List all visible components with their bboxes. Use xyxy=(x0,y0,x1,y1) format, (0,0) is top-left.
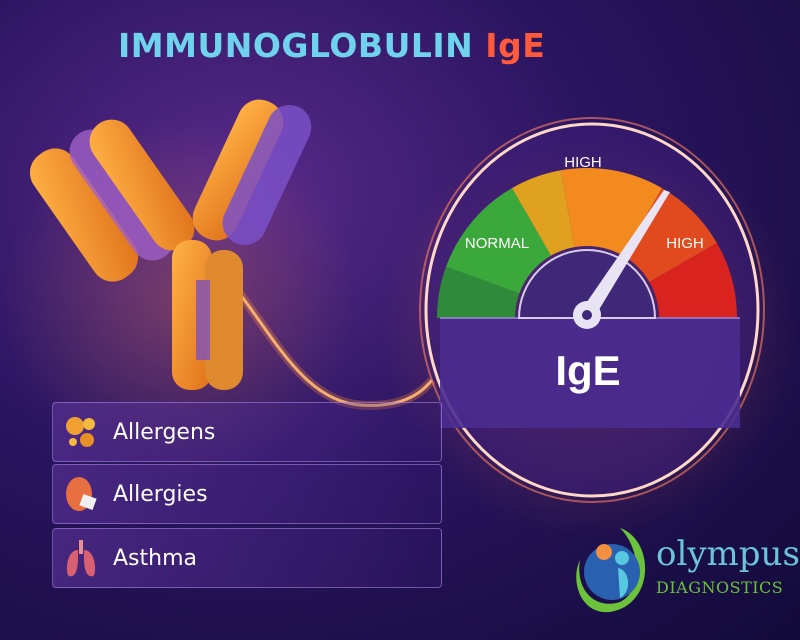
logo-name: olympus xyxy=(656,534,800,574)
gauge-lower-panel xyxy=(440,318,740,428)
gauge-segment xyxy=(649,243,737,318)
gauge-center-label: IgE xyxy=(555,347,620,394)
panel-asthma: Asthma xyxy=(52,528,442,588)
olympus-diagnostics-logo: olympus DIAGNOSTICS xyxy=(570,520,800,620)
sneezing-face-icon xyxy=(53,466,109,522)
gauge-label-normal: NORMAL xyxy=(465,235,529,252)
panel-label: Allergens xyxy=(113,419,216,445)
logo-tagline: DIAGNOSTICS xyxy=(656,578,784,597)
lungs-icon xyxy=(53,530,109,586)
antibody-right-arm xyxy=(192,99,312,246)
panel-label: Allergies xyxy=(113,481,208,507)
gauge-needle xyxy=(573,190,670,329)
panel-allergies: Allergies xyxy=(52,464,442,524)
gauge-label-high-right: HIGH xyxy=(666,235,704,252)
gauge-segment xyxy=(437,266,520,318)
gauge-segment xyxy=(446,188,551,294)
gauge-segment xyxy=(560,168,662,256)
page-title: IMMUNOGLOBULIN IgE xyxy=(118,26,545,65)
title-accent: IgE xyxy=(485,26,546,65)
title-main: IMMUNOGLOBULIN xyxy=(118,26,474,65)
gauge-segment xyxy=(512,170,575,256)
allergen-particles-icon xyxy=(53,404,109,460)
antibody-left-arm xyxy=(29,119,195,282)
antibody-stem xyxy=(172,240,243,390)
logo-emblem xyxy=(576,528,646,613)
gauge-segment xyxy=(623,188,717,282)
panel-label: Asthma xyxy=(113,545,197,571)
gauge-label-high-top: HIGH xyxy=(564,154,602,171)
panel-allergens: Allergens xyxy=(52,402,442,462)
